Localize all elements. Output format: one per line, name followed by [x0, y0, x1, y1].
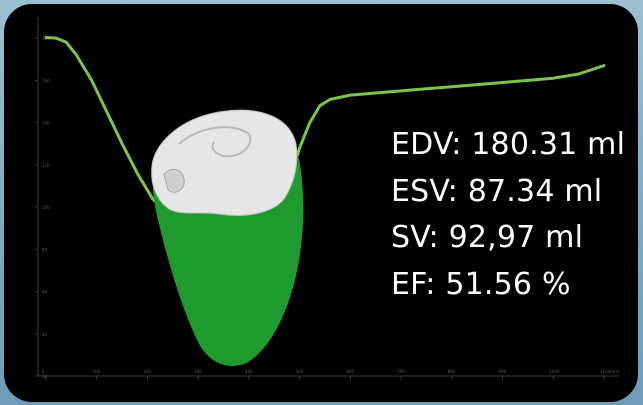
y-tick-label: 20: [42, 374, 48, 379]
heart-valve-cap: [151, 109, 298, 216]
y-tick-label: 160: [42, 78, 50, 83]
heart-model-image: [151, 109, 304, 366]
y-tick-label: 120: [42, 163, 50, 168]
x-tick-label: 400: [245, 369, 253, 374]
volume-stats: EDV: 180.31 ml ESV: 87.34 ml SV: 92,97 m…: [391, 122, 625, 308]
y-tick-label: 60: [42, 290, 48, 295]
y-tick-label: 140: [42, 121, 50, 126]
y-tick-label: 100: [42, 205, 50, 210]
y-tick-label: 40: [42, 332, 48, 337]
heart-cap-notch: [163, 168, 185, 193]
x-tick-label: 900: [499, 369, 507, 374]
sv-value: SV: 92,97 ml: [391, 220, 584, 255]
x-tick-label: 1000: [549, 369, 560, 374]
x-tick-label: 1100: [600, 369, 611, 374]
heart-cap-detail: [178, 126, 252, 158]
x-tick-label: 300: [194, 369, 202, 374]
x-tick-label: 0: [42, 369, 45, 374]
edv-value: EDV: 180.31 ml: [391, 127, 626, 162]
esv-value: ESV: 87.34 ml: [391, 173, 603, 209]
ef-value: EF: 51.56 %: [391, 266, 571, 302]
x-tick-label: 600: [346, 369, 354, 374]
x-tick-label: 700: [397, 369, 405, 374]
x-axis-label: (ms): [610, 369, 620, 374]
x-tick-label: 500: [296, 369, 304, 374]
x-tick-label: 200: [143, 369, 151, 374]
y-tick-label: 80: [42, 247, 48, 252]
x-tick-label: 800: [448, 369, 456, 374]
chart-panel: 20 40 60 80 100 120 140 160 180 0 100 200 300 400 500 6…: [4, 4, 638, 402]
x-tick-label: 100: [93, 369, 101, 374]
